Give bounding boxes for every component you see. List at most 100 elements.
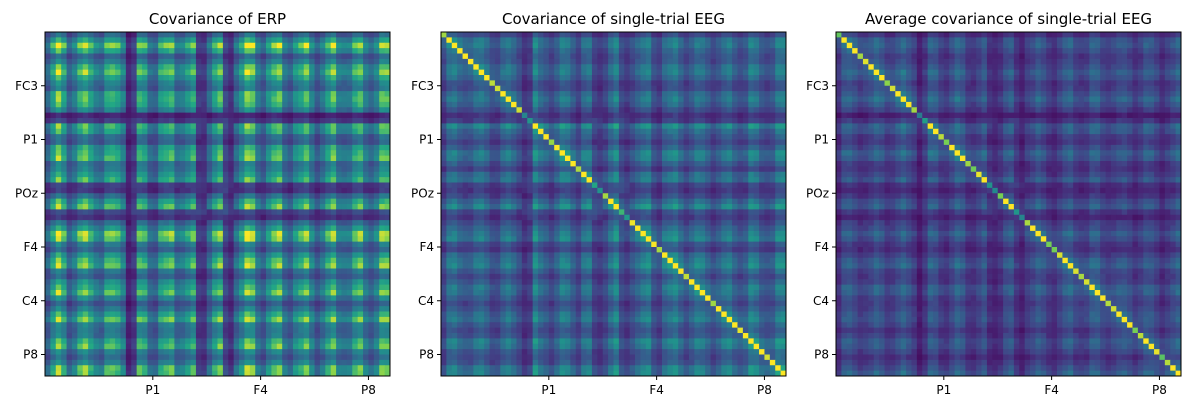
heatmap-cell bbox=[575, 101, 582, 108]
heatmap-cell bbox=[158, 75, 164, 81]
heatmap-cell bbox=[190, 112, 197, 119]
heatmap-cell bbox=[271, 284, 278, 291]
heatmap-cell bbox=[98, 220, 105, 226]
heatmap-cell bbox=[266, 123, 272, 130]
heatmap-cell bbox=[147, 58, 154, 65]
heatmap-cell bbox=[77, 236, 84, 243]
heatmap-cell bbox=[185, 241, 191, 248]
heatmap-cell bbox=[222, 338, 229, 345]
heatmap-cell bbox=[66, 349, 73, 355]
heatmap-cell bbox=[131, 69, 138, 76]
heatmap-cell bbox=[255, 247, 262, 253]
heatmap-cell bbox=[45, 220, 51, 226]
heatmap-cell bbox=[50, 155, 57, 162]
heatmap-cell bbox=[163, 182, 170, 189]
heatmap-cell bbox=[142, 241, 148, 248]
heatmap-cell bbox=[136, 359, 143, 366]
heatmap-cell bbox=[613, 53, 620, 60]
heatmap-cell bbox=[645, 75, 652, 81]
heatmap-cell bbox=[678, 69, 684, 76]
heatmap-cell bbox=[357, 370, 364, 377]
heatmap-cell bbox=[287, 37, 294, 44]
heatmap-cell bbox=[379, 139, 386, 146]
heatmap-cell bbox=[212, 118, 218, 124]
heatmap-cell bbox=[185, 236, 191, 243]
heatmap-cell bbox=[384, 42, 391, 49]
heatmap-cell bbox=[142, 128, 148, 135]
heatmap-cell bbox=[50, 85, 57, 92]
heatmap-cell bbox=[212, 155, 218, 162]
heatmap-cell bbox=[330, 75, 337, 81]
heatmap-cell bbox=[276, 338, 283, 345]
heatmap-cell bbox=[50, 48, 57, 54]
heatmap-cell bbox=[379, 193, 386, 200]
heatmap-cell bbox=[363, 247, 369, 253]
heatmap-cell bbox=[462, 37, 469, 44]
heatmap-cell bbox=[352, 150, 359, 157]
heatmap-cell bbox=[303, 241, 310, 248]
heatmap-cell bbox=[45, 139, 51, 146]
heatmap-cell bbox=[120, 42, 127, 49]
heatmap-cell bbox=[373, 322, 380, 329]
heatmap-cell bbox=[699, 53, 706, 60]
heatmap-cell bbox=[93, 290, 100, 296]
heatmap-cell bbox=[212, 349, 218, 355]
heatmap-cell bbox=[77, 139, 84, 146]
heatmap-cell bbox=[71, 333, 78, 339]
heatmap-cell bbox=[174, 338, 181, 345]
heatmap-cell bbox=[228, 187, 235, 194]
heatmap-cell bbox=[368, 177, 375, 183]
heatmap-cell bbox=[384, 182, 391, 189]
heatmap-cell bbox=[174, 343, 181, 350]
heatmap-cell bbox=[136, 91, 143, 97]
heatmap-cell bbox=[775, 96, 782, 103]
heatmap-cell bbox=[104, 365, 111, 372]
heatmap-cell bbox=[255, 214, 262, 221]
heatmap-cell bbox=[174, 48, 181, 54]
heatmap-cell bbox=[217, 69, 224, 76]
heatmap-cell bbox=[71, 198, 78, 205]
heatmap-cell bbox=[330, 365, 337, 372]
heatmap-cell bbox=[521, 42, 528, 49]
heatmap-cell bbox=[228, 166, 235, 173]
heatmap-cell bbox=[737, 42, 744, 49]
heatmap-cell bbox=[179, 48, 186, 54]
heatmap-cell bbox=[357, 150, 364, 157]
heatmap-cell bbox=[55, 359, 62, 366]
heatmap-cell bbox=[45, 295, 51, 302]
heatmap-cell bbox=[120, 171, 127, 178]
heatmap-cell bbox=[494, 75, 501, 81]
heatmap-cell bbox=[77, 268, 84, 275]
heatmap-cell bbox=[319, 295, 326, 302]
y-tick: FC3 bbox=[15, 79, 45, 93]
heatmap-cell bbox=[115, 166, 121, 173]
heatmap-cell bbox=[233, 214, 240, 221]
heatmap-cell bbox=[651, 96, 658, 103]
heatmap-cell bbox=[50, 209, 57, 216]
heatmap-cell bbox=[753, 48, 760, 54]
heatmap-cell bbox=[373, 85, 380, 92]
heatmap-cell bbox=[71, 284, 78, 291]
heatmap-cell bbox=[201, 300, 208, 307]
heatmap-cell bbox=[222, 128, 229, 135]
heatmap-cell bbox=[66, 327, 73, 334]
heatmap-cell bbox=[516, 64, 523, 71]
heatmap-cell bbox=[212, 161, 218, 167]
heatmap-cell bbox=[206, 134, 213, 140]
heatmap-cell bbox=[50, 32, 57, 38]
heatmap-cell bbox=[352, 349, 359, 355]
heatmap-cell bbox=[564, 58, 571, 65]
heatmap-cell bbox=[163, 53, 170, 60]
heatmap-cell bbox=[190, 182, 197, 189]
heatmap-cell bbox=[575, 91, 582, 97]
heatmap-cell bbox=[570, 80, 577, 87]
heatmap-cell bbox=[271, 279, 278, 286]
heatmap-cell bbox=[325, 338, 332, 345]
heatmap-cell bbox=[309, 327, 315, 334]
heatmap-cell bbox=[511, 96, 517, 103]
heatmap-cell bbox=[336, 263, 342, 269]
heatmap-cell bbox=[168, 214, 175, 221]
heatmap-cell bbox=[282, 284, 288, 291]
heatmap-cell bbox=[473, 80, 480, 87]
heatmap-cell bbox=[98, 161, 105, 167]
